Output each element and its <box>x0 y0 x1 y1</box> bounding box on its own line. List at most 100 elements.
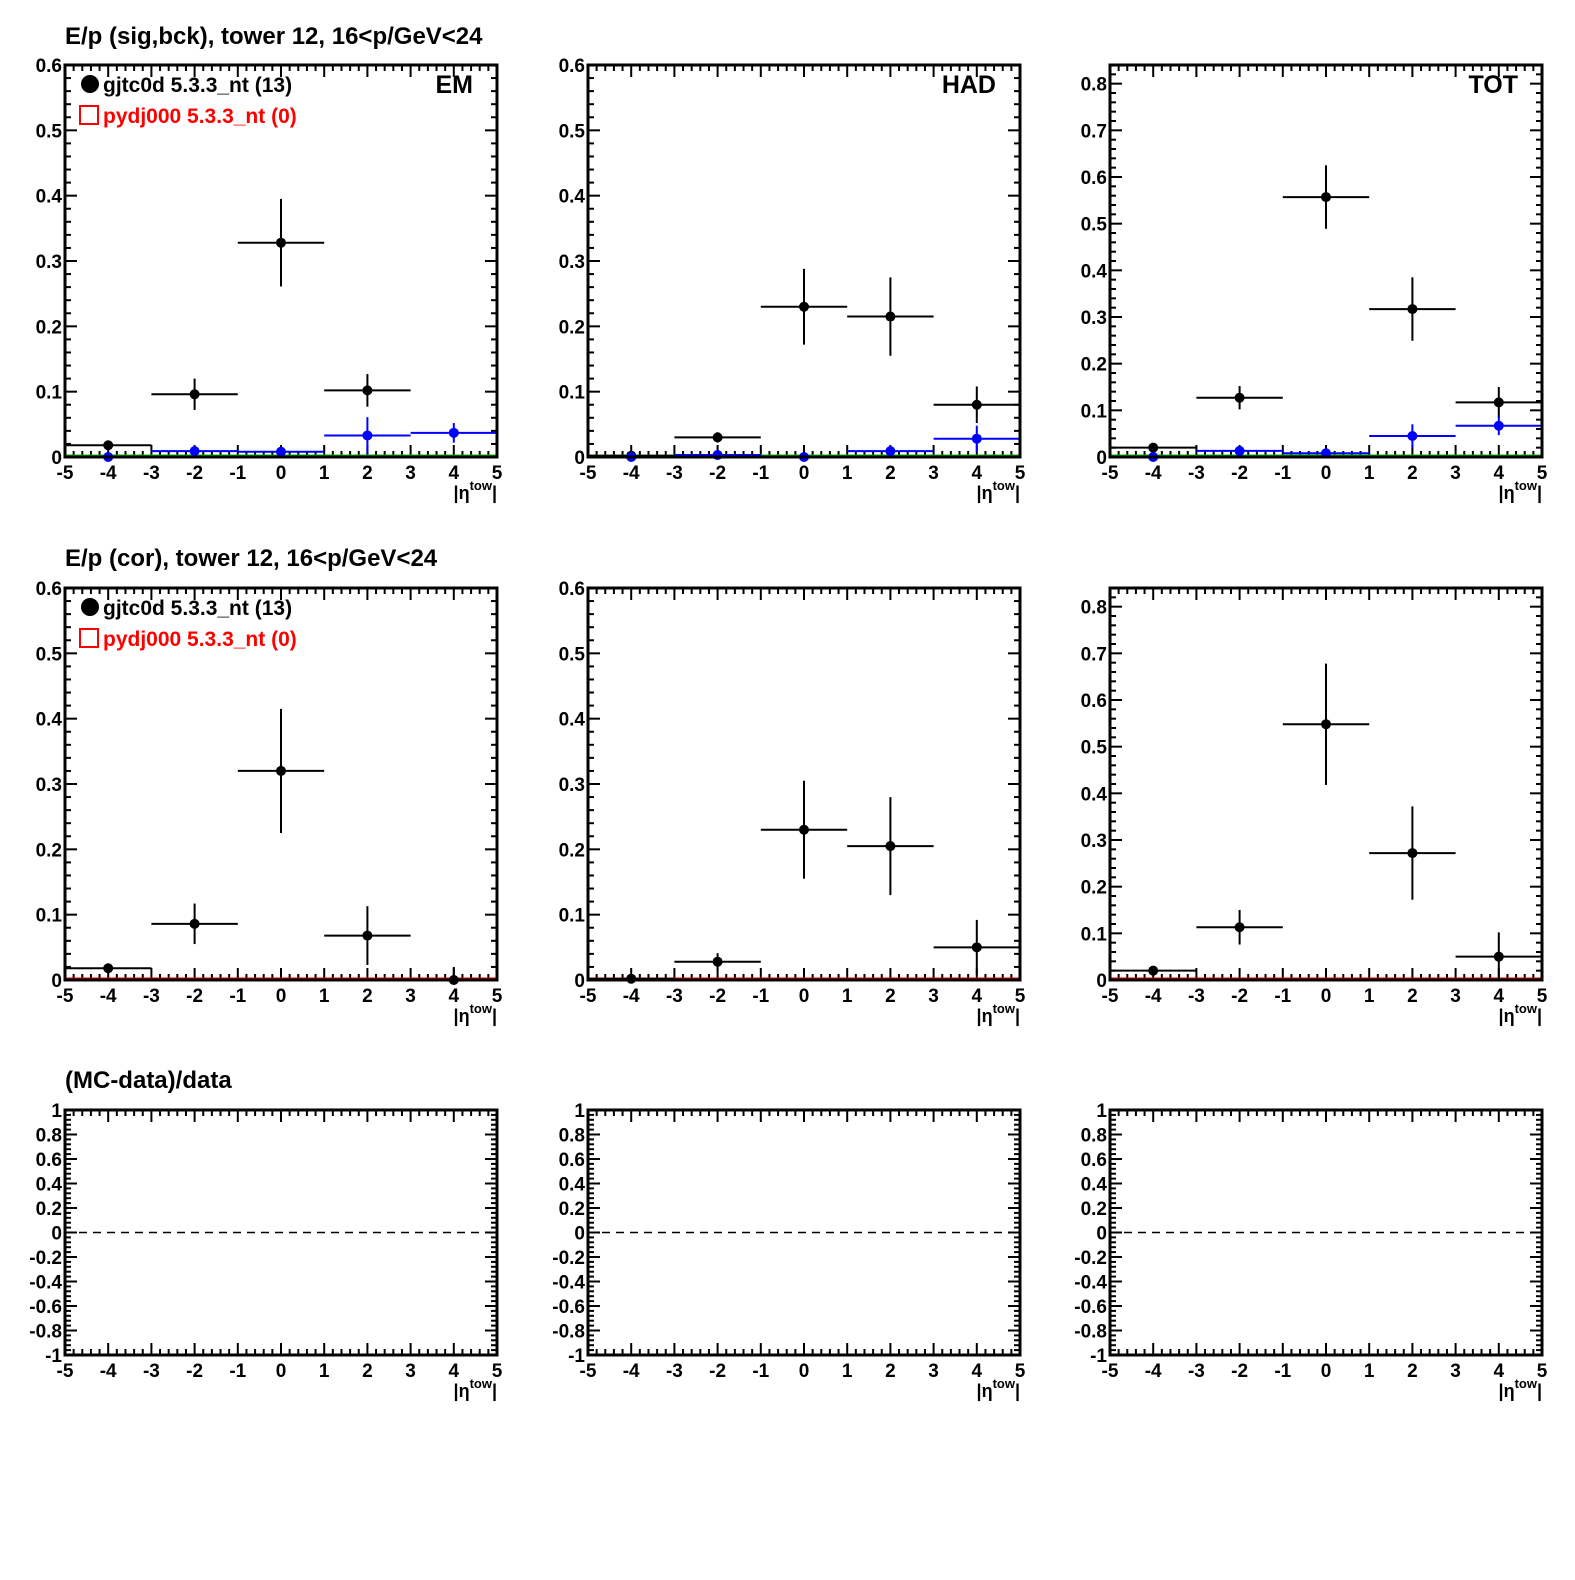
plot-frame <box>586 63 1022 459</box>
y-tick-label: 0.3 <box>1081 831 1107 852</box>
y-tick-label: -0.8 <box>1074 1322 1107 1343</box>
x-tick-label: 2 <box>1407 986 1418 1007</box>
x-tick-label: 5 <box>1537 463 1548 484</box>
y-tick-label: 0 <box>51 971 62 992</box>
y-tick-label: 0.7 <box>1081 644 1107 665</box>
x-tick-label: 4 <box>449 463 460 484</box>
chart-panel: -5 -4 -3 -2 -1 0 1 2 3 4 5 -1 -0.8 -0.6 -0.4 -0.2 0 0.2 0.… <box>29 1101 502 1401</box>
y-tick-label: 0.2 <box>559 317 585 338</box>
x-tick-label: 1 <box>842 986 853 1007</box>
legend-mc-label: pydj000 5.3.3_nt (0) <box>103 105 297 128</box>
x-tick-label: -4 <box>100 986 117 1007</box>
x-axis-label: |ηtow| <box>454 1001 497 1026</box>
x-tick-label: 0 <box>1321 463 1332 484</box>
y-tick-label: -0.6 <box>552 1297 585 1318</box>
y-tick-label: 0.2 <box>1081 1199 1107 1220</box>
x-tick-label: 1 <box>319 986 330 1007</box>
data-data-point <box>712 956 723 967</box>
bck-data-point <box>448 427 459 438</box>
data-data-point <box>885 311 896 322</box>
panel-label: EM <box>436 71 474 99</box>
plot-frame <box>586 586 1022 982</box>
x-tick-label: 4 <box>972 463 983 484</box>
x-tick-label: -5 <box>1102 463 1119 484</box>
y-tick-label: 0.6 <box>1081 691 1107 712</box>
y-tick-label: 0 <box>574 1224 585 1245</box>
y-tick-label: -1 <box>1090 1346 1107 1367</box>
x-tick-label: 0 <box>1321 1361 1332 1382</box>
legend-data-marker-icon <box>81 598 99 616</box>
y-tick-label: 0.3 <box>1081 308 1107 329</box>
x-tick-label: -1 <box>1274 463 1291 484</box>
x-tick-label: -1 <box>752 1361 769 1382</box>
y-tick-label: 0.2 <box>1081 878 1107 899</box>
y-tick-label: 0.4 <box>36 1175 63 1196</box>
x-tick-label: -4 <box>100 463 117 484</box>
x-tick-label: 2 <box>885 1361 896 1382</box>
y-tick-label: -0.2 <box>552 1248 585 1269</box>
legend-mc-marker-icon <box>79 628 99 648</box>
legend-mc-marker-icon <box>79 105 99 125</box>
y-tick-label: 0 <box>51 448 62 469</box>
x-tick-label: -3 <box>1188 463 1205 484</box>
x-tick-label: -2 <box>186 463 203 484</box>
bck-data-point <box>885 446 896 457</box>
data-data-point <box>362 385 373 396</box>
x-tick-label: -2 <box>709 986 726 1007</box>
y-tick-label: 0.1 <box>1081 924 1108 945</box>
x-axis-label: |ηtow| <box>1499 1376 1542 1401</box>
data-data-point <box>1321 719 1331 730</box>
y-tick-label: 0 <box>574 971 585 992</box>
x-tick-label: -1 <box>1274 1361 1291 1382</box>
x-tick-label: 4 <box>449 1361 460 1382</box>
x-tick-label: 4 <box>449 986 460 1007</box>
chart-panel: -5 -4 -3 -2 -1 0 1 2 3 4 5 0 0.1 0.2 0.3 0.4 0.5 0.6 0.7 0.… <box>1081 586 1548 1026</box>
data-data-point <box>1148 965 1159 976</box>
legend-data-label: gjtc0d 5.3.3_nt (13) <box>103 597 292 620</box>
x-tick-label: -5 <box>1102 986 1119 1007</box>
x-tick-label: 1 <box>842 1361 853 1382</box>
bck-data-point <box>362 430 373 441</box>
chart-panel: -5 -4 -3 -2 -1 0 1 2 3 4 5 0 0.1 0.2 0.3 0.4 0.5 0.6 |ηtow… <box>36 579 503 1026</box>
plot-frame <box>586 1108 1022 1357</box>
x-tick-label: 5 <box>1537 1361 1548 1382</box>
x-tick-label: 2 <box>362 1361 373 1382</box>
legend-data-label: gjtc0d 5.3.3_nt (13) <box>103 74 292 97</box>
x-tick-label: 1 <box>842 463 853 484</box>
y-tick-label: 0.2 <box>36 1199 62 1220</box>
x-tick-label: -4 <box>623 463 640 484</box>
data-data-point <box>799 824 809 835</box>
x-axis-label: |ηtow| <box>454 478 497 503</box>
y-tick-label: -0.4 <box>29 1273 62 1294</box>
x-tick-label: -1 <box>752 986 769 1007</box>
y-tick-label: 0.3 <box>559 775 585 796</box>
data-data-point <box>1407 848 1418 859</box>
bck-data-point <box>971 433 982 444</box>
y-tick-label: 0.8 <box>559 1126 585 1147</box>
x-tick-label: 2 <box>1407 463 1418 484</box>
x-tick-label: -3 <box>666 986 683 1007</box>
legend-mc-label: pydj000 5.3.3_nt (0) <box>103 628 297 651</box>
y-tick-label: 0.7 <box>1081 121 1107 142</box>
x-tick-label: -2 <box>1231 986 1248 1007</box>
plot-frame <box>1108 63 1544 459</box>
x-tick-label: 3 <box>405 986 416 1007</box>
x-tick-label: -4 <box>1145 463 1162 484</box>
y-tick-label: -0.2 <box>1074 1248 1107 1269</box>
chart-panel: -5 -4 -3 -2 -1 0 1 2 3 4 5 -1 -0.8 -0.6 -0.4 -0.2 0 0.2 0.… <box>1074 1101 1547 1401</box>
x-tick-label: -3 <box>1188 986 1205 1007</box>
plot-frame <box>1108 1108 1544 1357</box>
y-tick-label: 0.6 <box>559 1150 585 1171</box>
y-tick-label: 0.3 <box>559 252 585 273</box>
x-tick-label: 2 <box>362 463 373 484</box>
data-data-point <box>1493 397 1504 408</box>
x-tick-label: -5 <box>580 463 597 484</box>
x-tick-label: 4 <box>972 986 983 1007</box>
bck-data-point <box>276 446 286 457</box>
y-tick-label: 0.4 <box>559 1175 586 1196</box>
y-tick-label: 0.5 <box>559 644 586 665</box>
y-tick-label: -1 <box>45 1346 62 1367</box>
y-tick-label: 0.8 <box>1081 1126 1107 1147</box>
y-tick-label: 0.4 <box>559 710 586 731</box>
